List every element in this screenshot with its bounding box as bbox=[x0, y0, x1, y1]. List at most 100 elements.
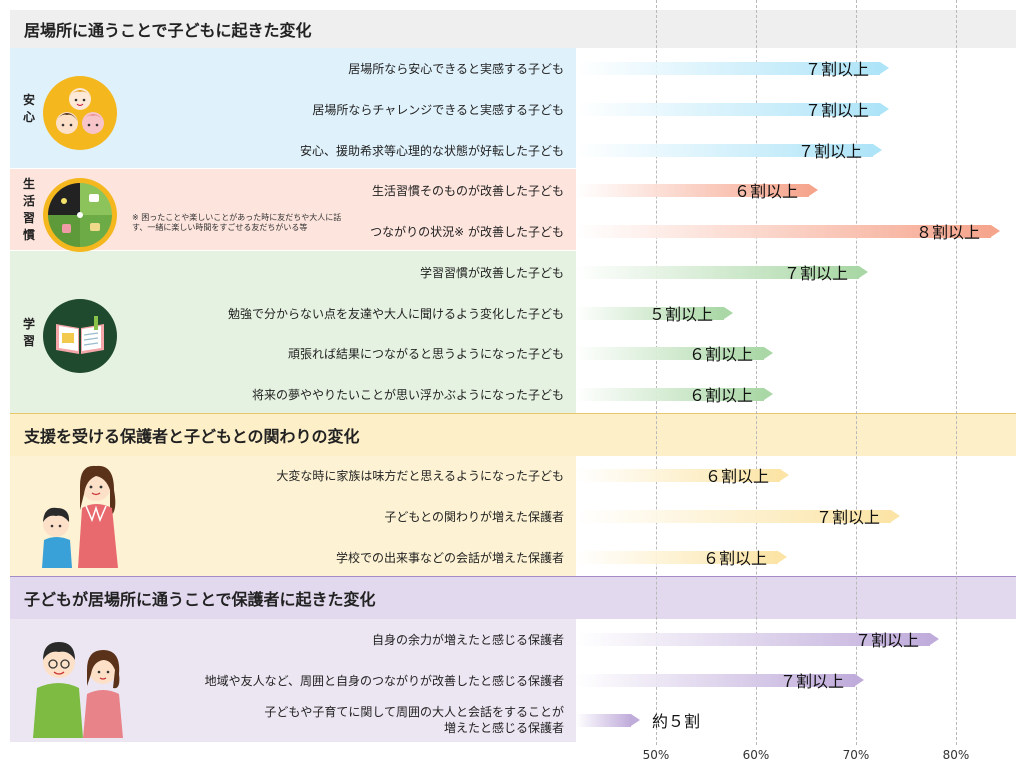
footnote: ※ 困ったことや楽しいことがあった時に友だちや大人に話す、一緒に楽しい時間をすご… bbox=[132, 213, 342, 232]
bar bbox=[576, 103, 889, 116]
daily-life-clock-icon bbox=[43, 178, 117, 252]
bar-arrow-tip bbox=[855, 674, 864, 686]
bar-fill bbox=[576, 551, 778, 564]
bar-value-label: ７割以上 bbox=[855, 631, 920, 650]
bar-arrow-tip bbox=[930, 633, 939, 645]
bar-value-label: ６割以上 bbox=[689, 386, 754, 405]
mother-and-child-icon bbox=[42, 465, 118, 568]
bar-value-label: ６割以上 bbox=[734, 182, 799, 201]
bar bbox=[576, 674, 864, 687]
x-tick-label: 60% bbox=[742, 748, 770, 762]
bar-value-label: ６割以上 bbox=[689, 345, 754, 364]
bar bbox=[576, 347, 773, 360]
category-label-seikatsu: 生活習慣 bbox=[22, 176, 36, 244]
gridline bbox=[856, 0, 857, 745]
bar-value-label: ７割以上 bbox=[805, 101, 870, 120]
bar-value-label: ７割以上 bbox=[816, 508, 881, 527]
bar-arrow-tip bbox=[880, 62, 889, 74]
category-char: 慣 bbox=[22, 228, 35, 242]
bar-arrow-tip bbox=[778, 551, 787, 563]
bar-arrow-tip bbox=[724, 307, 733, 319]
section-header-children-changes: 居場所に通うことで子どもに起きた変化 bbox=[10, 10, 1016, 48]
category-char: 習 bbox=[22, 211, 35, 225]
bar bbox=[576, 714, 640, 727]
bar-value-label: ８割以上 bbox=[916, 223, 981, 242]
section-header-parent-child: 支援を受ける保護者と子どもとの関わりの変化 bbox=[10, 414, 1016, 456]
bar-category-label: 生活習慣そのものが改善した子ども bbox=[371, 184, 564, 198]
bar-fill bbox=[576, 714, 631, 727]
category-text: 生活習慣 bbox=[22, 176, 36, 244]
bar-category-label: 安心、援助希求等心理的な状態が好転した子ども bbox=[299, 144, 564, 158]
bar bbox=[576, 62, 889, 75]
bar-value-label: ５割以上 bbox=[649, 305, 714, 324]
x-tick-label: 50% bbox=[642, 748, 670, 762]
bar-fill bbox=[576, 225, 991, 238]
category-label-gakushu: 学習 bbox=[22, 316, 36, 350]
bar-category-label: 学校での出来事などの会話が増えた保護者 bbox=[335, 551, 564, 565]
bar-arrow-tip bbox=[764, 347, 773, 359]
bar-value-label: ７割以上 bbox=[784, 264, 849, 283]
category-text: 学習 bbox=[22, 316, 36, 350]
notebook-study-icon bbox=[43, 299, 117, 373]
bar-fill bbox=[576, 144, 873, 157]
bar-fill bbox=[576, 510, 891, 523]
category-label-anshin: 安心 bbox=[22, 92, 36, 126]
bar-fill bbox=[576, 674, 855, 687]
x-tick-label: 80% bbox=[942, 748, 970, 762]
bar bbox=[576, 144, 882, 157]
bar-fill bbox=[576, 103, 880, 116]
bar bbox=[576, 551, 787, 564]
category-text: 安心 bbox=[22, 92, 36, 126]
bar-category-label: 居場所ならチャレンジできると実感する子ども bbox=[312, 103, 564, 117]
section-title: 子どもが居場所に通うことで保護者に起きた変化 bbox=[24, 590, 376, 609]
section-title: 支援を受ける保護者と子どもとの関わりの変化 bbox=[24, 427, 360, 446]
bar-arrow-tip bbox=[873, 144, 882, 156]
bar-fill bbox=[576, 266, 859, 279]
bar-category-label: 大変な時に家族は味方だと思えるようになった子ども bbox=[276, 469, 564, 483]
bar-arrow-tip bbox=[880, 103, 889, 115]
gridline bbox=[956, 0, 957, 745]
bar-arrow-tip bbox=[859, 266, 868, 278]
bar-category-label: 子どもや子育てに関して周囲の大人と会話をすることが 増えたと感じる保護者 bbox=[264, 705, 564, 735]
section-title: 居場所に通うことで子どもに起きた変化 bbox=[24, 21, 312, 40]
bar bbox=[576, 388, 773, 401]
bar-value-label: ７割以上 bbox=[798, 142, 863, 161]
bar-value-label: ７割以上 bbox=[805, 60, 870, 79]
gridline bbox=[656, 0, 657, 745]
bar-arrow-tip bbox=[809, 184, 818, 196]
bar-fill bbox=[576, 62, 880, 75]
bar-category-label: 地域や友人など、周囲と自身のつながりが改善したと感じる保護者 bbox=[204, 674, 564, 688]
bar-arrow-tip bbox=[764, 388, 773, 400]
bar-value-label: ６割以上 bbox=[703, 549, 768, 568]
bar bbox=[576, 633, 939, 646]
bar-category-label: 将来の夢ややりたいことが思い浮かぶようになった子ども bbox=[251, 388, 564, 402]
bar-arrow-tip bbox=[631, 714, 640, 726]
bar-arrow-tip bbox=[891, 510, 900, 522]
divider-line-purple bbox=[10, 576, 1016, 577]
x-tick-label: 70% bbox=[842, 748, 870, 762]
category-char: 習 bbox=[22, 334, 35, 348]
bar-fill bbox=[576, 307, 724, 320]
bar-category-label: つながりの状況※ が改善した子ども bbox=[370, 225, 564, 239]
category-char: 生 bbox=[22, 177, 35, 191]
bar-fill bbox=[576, 184, 809, 197]
bar-arrow-tip bbox=[991, 225, 1000, 237]
bar-value-label: 約５割 bbox=[652, 712, 701, 731]
bar bbox=[576, 266, 868, 279]
category-char: 活 bbox=[22, 194, 35, 208]
category-char: 学 bbox=[22, 317, 35, 331]
bar-category-label: 学習習慣が改善した子ども bbox=[419, 266, 564, 280]
section-header-parents: 子どもが居場所に通うことで保護者に起きた変化 bbox=[10, 577, 1016, 619]
bar-category-label: 自身の余力が増えたと感じる保護者 bbox=[371, 633, 564, 647]
kids-faces-icon bbox=[43, 76, 117, 150]
bar bbox=[576, 469, 789, 482]
bar-value-label: ６割以上 bbox=[705, 467, 770, 486]
bar-fill bbox=[576, 347, 764, 360]
bar-category-label: 子どもとの関わりが増えた保護者 bbox=[384, 510, 564, 524]
category-char: 心 bbox=[22, 110, 35, 124]
bar-category-label: 頑張れば結果につながると思うようになった子ども bbox=[287, 347, 564, 361]
bar-fill bbox=[576, 388, 764, 401]
bar bbox=[576, 184, 818, 197]
bar bbox=[576, 510, 900, 523]
gridline bbox=[756, 0, 757, 745]
